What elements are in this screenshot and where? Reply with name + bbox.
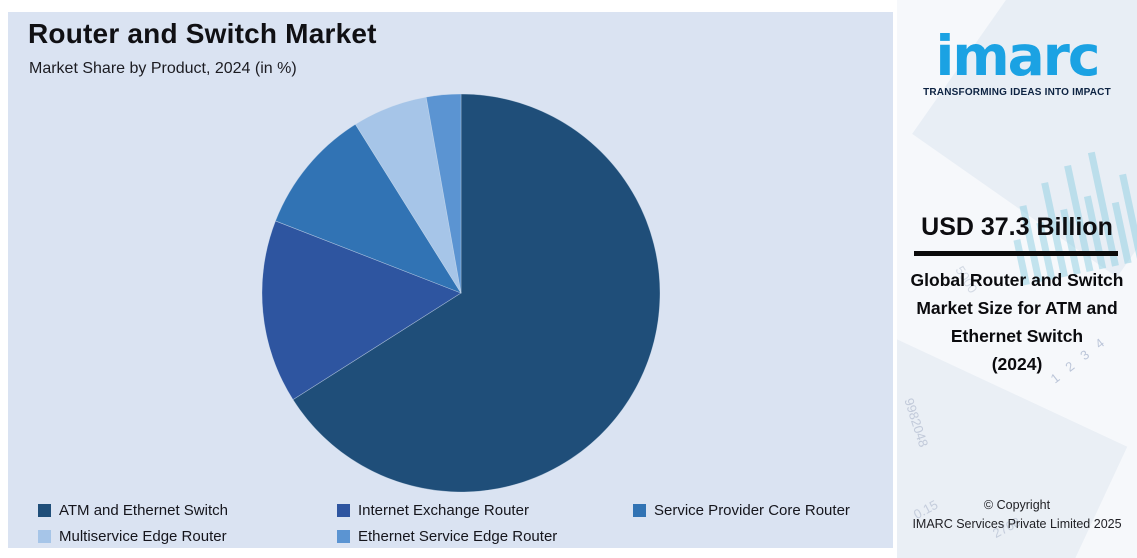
side-panel: 1 2 3 4 5000 2768 0.15 9982048 imarc TRA… (897, 0, 1137, 558)
imarc-logo: imarc TRANSFORMING IDEAS INTO IMPACT (897, 24, 1137, 99)
chart-card: Router and Switch Market Market Share by… (8, 12, 893, 548)
legend-label: Multiservice Edge Router (59, 528, 227, 545)
legend: ATM and Ethernet Switch Internet Exchange… (38, 502, 850, 545)
logo-wordmark: imarc (935, 24, 1100, 88)
stat-value: USD 37.3 Billion (921, 213, 1113, 241)
legend-swatch (337, 530, 350, 543)
page-title: Router and Switch Market (28, 18, 377, 49)
legend-swatch (38, 530, 51, 543)
stat-year: (2024) (991, 354, 1043, 374)
legend-label: Ethernet Service Edge Router (358, 528, 558, 545)
stat-divider (914, 251, 1118, 256)
pie-slice (275, 123, 462, 294)
legend-item: Internet Exchange Router (337, 502, 633, 519)
legend-swatch (633, 504, 646, 517)
copyright-line2: IMARC Services Private Limited 2025 (912, 517, 1122, 532)
pie-slice (425, 93, 462, 294)
pie-chart (261, 93, 661, 493)
legend-swatch (337, 504, 350, 517)
legend-item: Ethernet Service Edge Router (337, 528, 633, 545)
legend-label: Internet Exchange Router (358, 502, 529, 519)
legend-item: Service Provider Core Router (633, 502, 850, 519)
legend-label: ATM and Ethernet Switch (59, 502, 228, 519)
legend-swatch (38, 504, 51, 517)
copyright: © Copyright IMARC Services Private Limit… (897, 496, 1137, 535)
logo-tagline: TRANSFORMING IDEAS INTO IMPACT (923, 87, 1111, 99)
pie-slice (261, 220, 462, 401)
copyright-line1: © Copyright (983, 498, 1051, 512)
legend-item: ATM and Ethernet Switch (38, 502, 337, 519)
page-subtitle: Market Share by Product, 2024 (in %) (29, 60, 297, 77)
stat-block: Global Router and Switch Market Size for… (909, 266, 1125, 378)
pie-slice (292, 93, 661, 493)
stat-label: Global Router and Switch Market Size for… (910, 270, 1124, 346)
pie-chart-svg (261, 93, 661, 493)
legend-label: Service Provider Core Router (654, 502, 850, 519)
legend-item: Multiservice Edge Router (38, 528, 337, 545)
